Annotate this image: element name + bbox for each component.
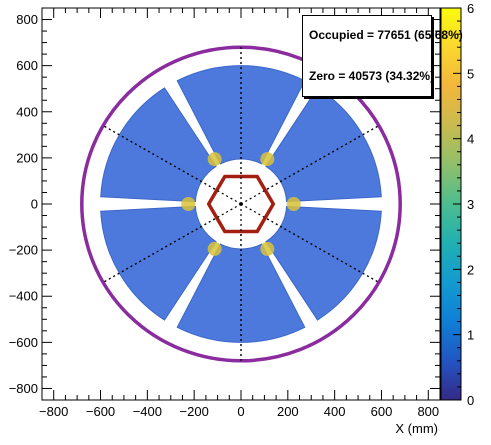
x-tick-label: 0	[237, 404, 244, 419]
x-tick-label: −600	[86, 404, 115, 419]
x-tick-label: 800	[417, 404, 439, 419]
y-tick-label: 400	[16, 104, 38, 119]
x-tick-label: −200	[180, 404, 209, 419]
colorbar-tick-label: 3	[467, 197, 474, 212]
occupied-stat: Occupied = 77651 (65.68%)	[309, 28, 463, 42]
y-tick-label: −600	[9, 335, 38, 350]
y-tick-label: 200	[16, 150, 38, 165]
x-axis-label: X (mm)	[395, 421, 438, 436]
colorbar-tick-label: 2	[467, 262, 474, 277]
x-tick-label: 600	[371, 404, 393, 419]
detector-petal-5	[176, 243, 306, 343]
x-tick-label: −800	[39, 404, 68, 419]
zero-stat: Zero = 40573 (34.32%)	[309, 69, 435, 83]
hot-spot-4	[207, 241, 222, 256]
inner-dotted-line-4	[212, 203, 242, 221]
y-tick-label: −800	[9, 381, 38, 396]
x-tick-label: −400	[133, 404, 162, 419]
y-tick-label: −400	[9, 289, 38, 304]
hot-spot-5	[260, 241, 275, 256]
y-tick-label: 800	[16, 12, 38, 27]
colorbar-tick-label: 5	[467, 66, 474, 81]
colorbar-tick-label: 0	[467, 393, 474, 408]
center-point	[239, 202, 243, 206]
y-tick-label: 0	[31, 197, 38, 212]
hot-spot-6	[286, 197, 301, 211]
colorbar-tick-label: 4	[467, 132, 474, 147]
y-tick-label: 600	[16, 58, 38, 73]
colorbar-tick-label: 1	[467, 328, 474, 343]
hot-spot-2	[207, 152, 222, 167]
x-tick-label: 400	[324, 404, 346, 419]
inner-dotted-line-3	[212, 187, 242, 205]
colorbar-tick-label: 6	[467, 1, 474, 16]
x-tick-label: 200	[277, 404, 299, 419]
hot-spot-3	[181, 197, 196, 211]
inner-dotted-line-6	[240, 203, 270, 221]
detector-petal-2	[176, 65, 306, 165]
inner-dotted-line-1	[240, 187, 270, 205]
stats-box: Occupied = 77651 (65.68%) Zero = 40573 (…	[302, 15, 463, 97]
y-tick-label: −200	[9, 243, 38, 258]
hot-spot-1	[260, 152, 275, 167]
